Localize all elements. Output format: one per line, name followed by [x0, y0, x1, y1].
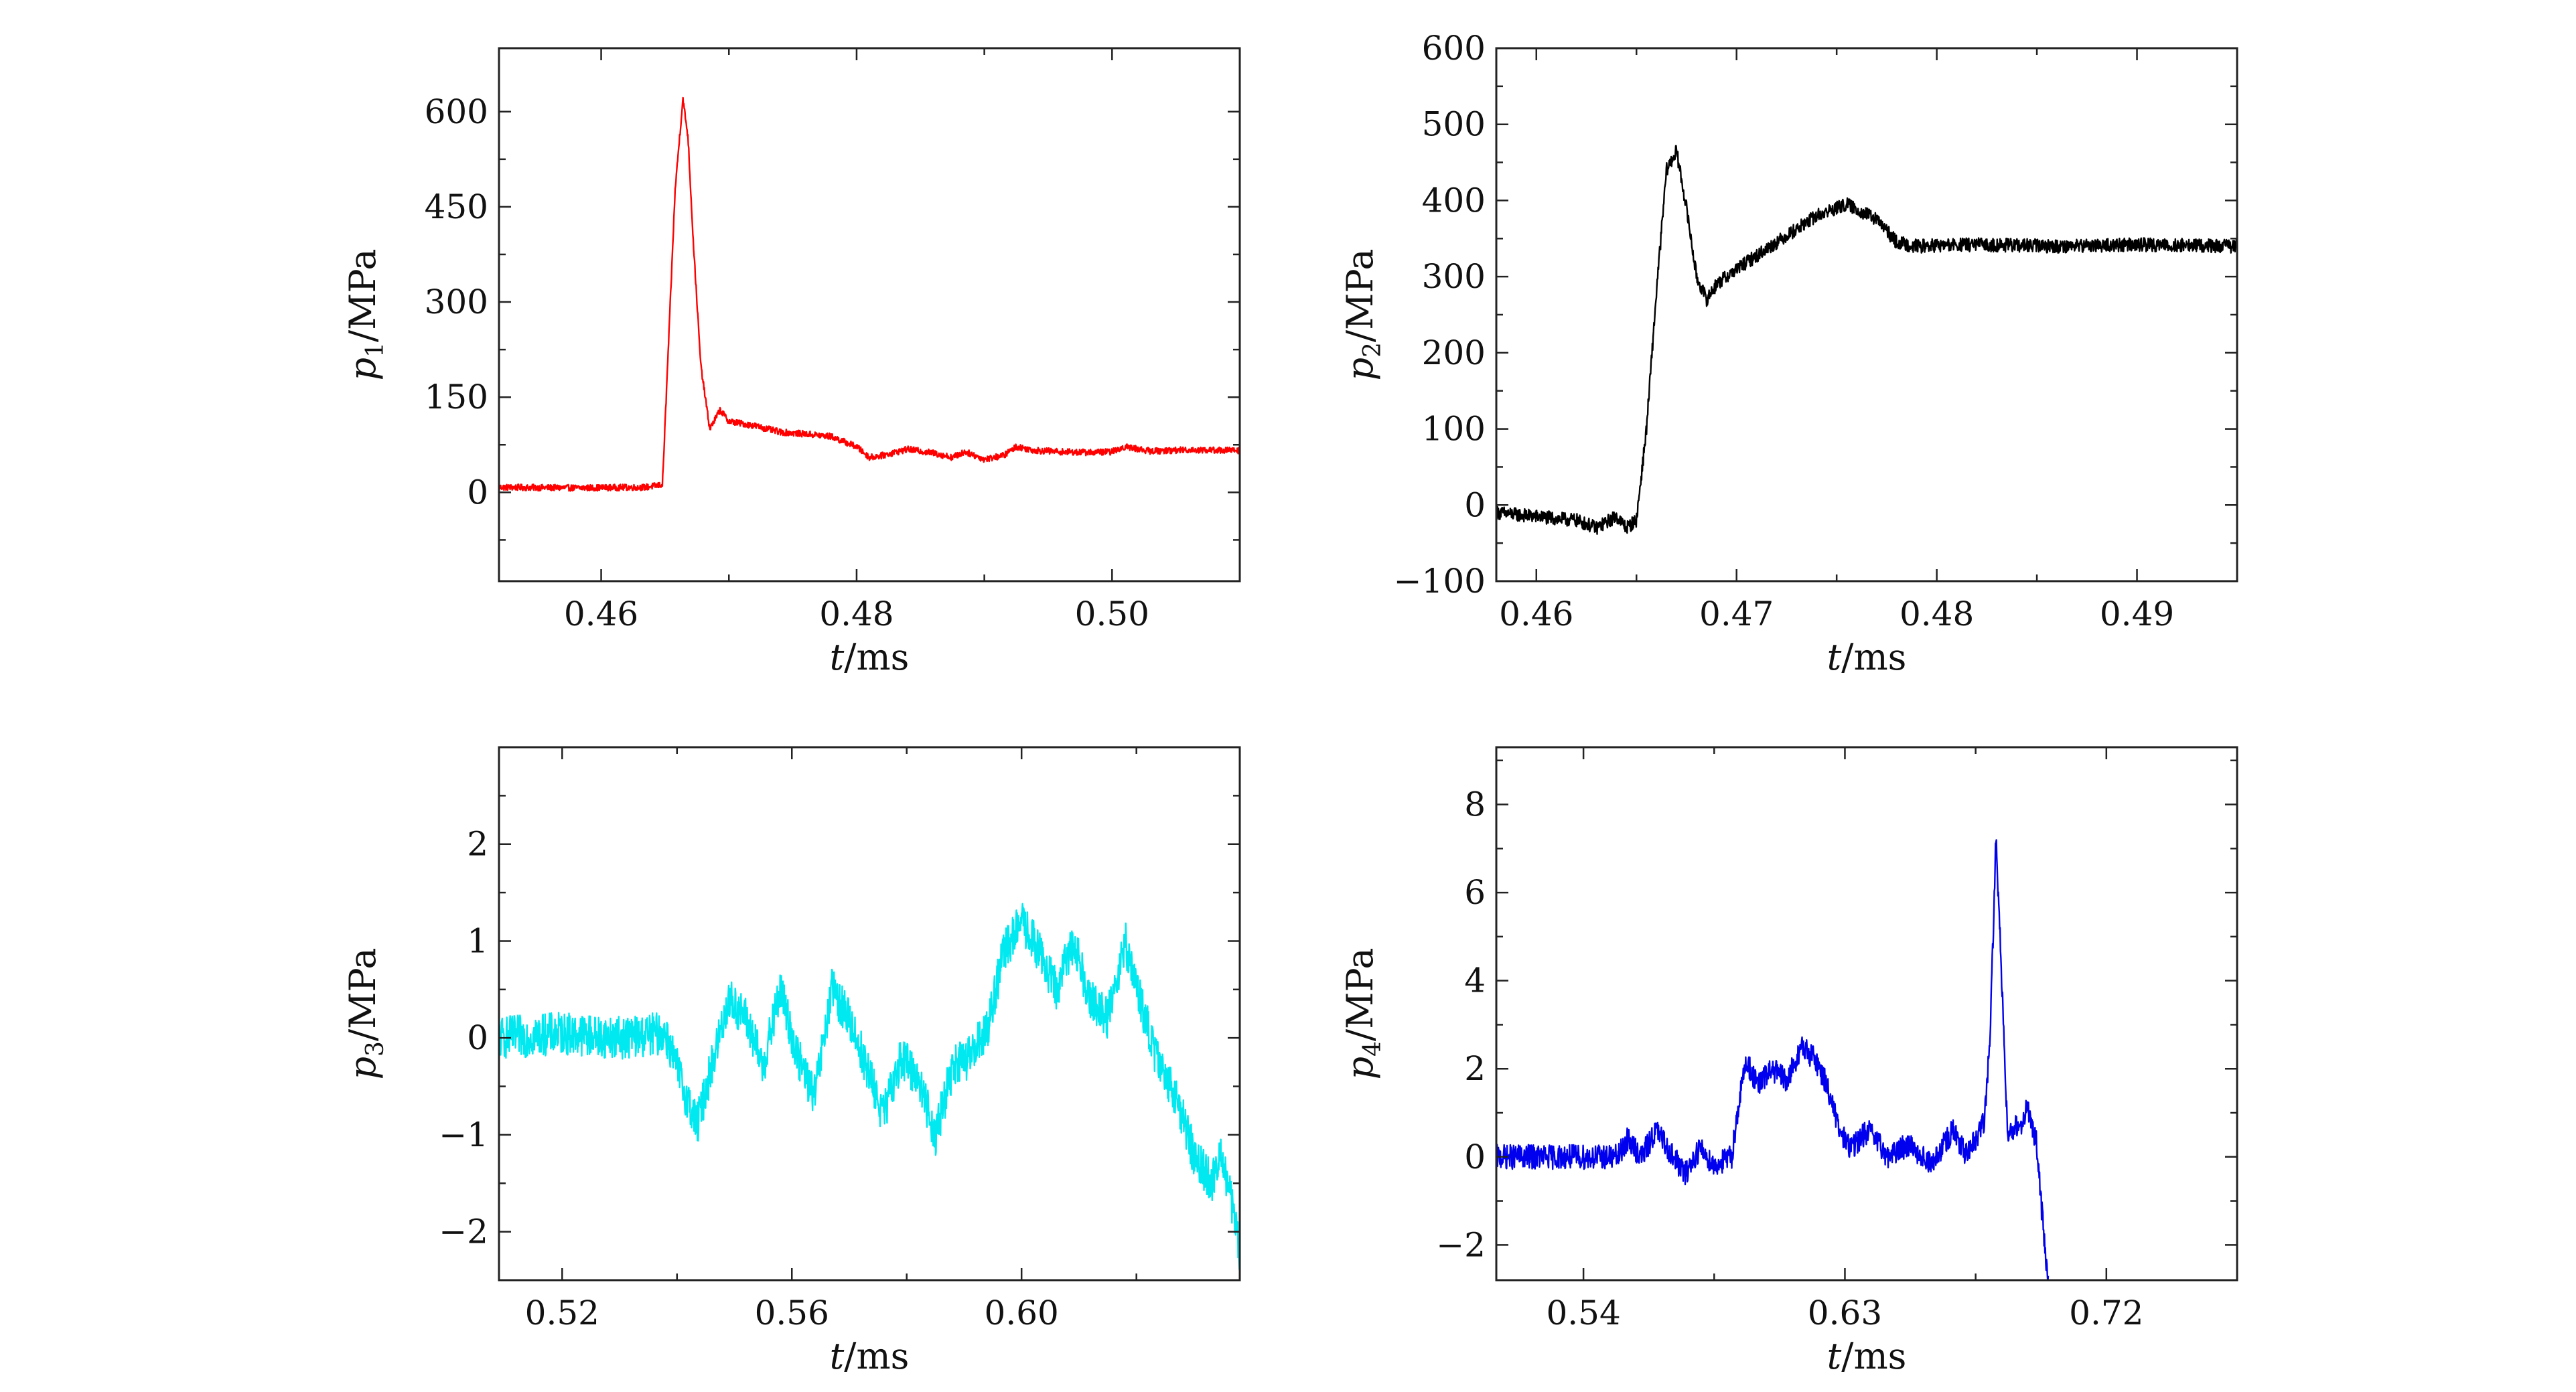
y-axis-label-var: p	[1339, 1057, 1381, 1080]
x-axis-label: t/ms	[1827, 636, 1907, 678]
panel-p2: 0.46 0.47 0.48 0.49 −100 0 100 200 300 400 500 600 t…	[1339, 29, 2238, 678]
y-tick-label: −2	[439, 1213, 488, 1251]
y-axis-label: p1/MPa	[342, 248, 389, 380]
x-axis-label-var: t	[1827, 636, 1842, 678]
y-axis-label: p3/MPa	[342, 947, 389, 1079]
y-tick-label: 200	[1422, 333, 1486, 372]
x-tick-label: 0.49	[2100, 595, 2174, 633]
plot-frame	[498, 746, 1241, 1282]
x-tick-label: 0.50	[1075, 595, 1149, 633]
y-tick-label: 300	[1422, 257, 1486, 296]
y-axis-label-var: p	[1339, 358, 1381, 381]
y-tick-label: 0	[1464, 1138, 1486, 1176]
y-tick-label: −1	[439, 1115, 488, 1154]
x-axis-label: t/ms	[1827, 1335, 1907, 1377]
x-tick-label: 0.63	[1808, 1294, 1882, 1332]
x-tick-label: 0.60	[985, 1294, 1059, 1332]
y-tick-label: −2	[1436, 1225, 1486, 1264]
y-axis-label-unit: /MPa	[342, 248, 384, 342]
x-axis-label-var: t	[830, 1335, 845, 1377]
y-axis-label-var: p	[342, 1057, 384, 1080]
y-axis-label-unit: /MPa	[1339, 248, 1381, 342]
y-axis-label: p4/MPa	[1339, 947, 1386, 1079]
x-tick-label: 0.54	[1546, 1294, 1620, 1332]
y-tick-label: 400	[1422, 181, 1486, 220]
y-axis-label-subscript: 2	[1359, 342, 1386, 358]
x-axis-label-unit: /ms	[1841, 1335, 1906, 1377]
x-tick-label: 0.52	[525, 1294, 599, 1332]
x-tick-label: 0.72	[2069, 1294, 2143, 1332]
plot-frame	[1495, 47, 2238, 583]
y-tick-label: 2	[467, 825, 488, 864]
y-axis-label-subscript: 1	[362, 342, 389, 358]
y-axis-label-subscript: 4	[1359, 1041, 1386, 1057]
x-axis-label-var: t	[830, 636, 845, 678]
x-axis-label: t/ms	[830, 1335, 910, 1377]
x-tick-label: 0.46	[564, 595, 638, 633]
y-axis-label-subscript: 3	[362, 1041, 389, 1057]
x-tick-label: 0.48	[819, 595, 893, 633]
x-tick-label: 0.47	[1699, 595, 1774, 633]
y-tick-label: 600	[425, 92, 488, 131]
y-axis-label: p2/MPa	[1339, 248, 1386, 380]
y-tick-label: 0	[467, 1018, 488, 1057]
x-axis-label-unit: /ms	[844, 636, 909, 678]
x-tick-label: 0.46	[1499, 595, 1573, 633]
y-tick-label: 300	[425, 283, 488, 321]
y-tick-label: 8	[1464, 785, 1486, 824]
data-line	[499, 96, 1240, 492]
x-axis-label-var: t	[1827, 1335, 1842, 1377]
y-tick-label: 4	[1464, 961, 1486, 1000]
data-line	[1496, 145, 2237, 535]
y-axis-label-unit: /MPa	[342, 947, 384, 1041]
y-tick-label: 2	[1464, 1049, 1486, 1088]
y-tick-label: 6	[1464, 873, 1486, 912]
y-tick-label: 0	[1464, 485, 1486, 524]
x-axis-label-unit: /ms	[1841, 636, 1906, 678]
x-axis-label-unit: /ms	[844, 1335, 909, 1377]
x-axis-label: t/ms	[830, 636, 910, 678]
x-tick-label: 0.56	[755, 1294, 829, 1332]
data-line	[499, 903, 1240, 1271]
y-tick-label: 150	[425, 378, 488, 416]
y-axis-label-var: p	[342, 358, 384, 381]
y-tick-label: −100	[1394, 562, 1486, 601]
plot-frame	[1495, 746, 2238, 1282]
y-tick-label: 1	[467, 921, 488, 960]
x-tick-label: 0.48	[1900, 595, 1974, 633]
panel-p1: 0.46 0.48 0.50 0 150 300 450 600 t/ms p1/MPa	[342, 47, 1241, 678]
y-tick-label: 600	[1422, 29, 1486, 68]
y-axis-label-unit: /MPa	[1339, 947, 1381, 1041]
y-tick-label: 100	[1422, 410, 1486, 449]
plot-frame	[498, 47, 1241, 583]
panel-p3: 0.52 0.56 0.60 −2 −1 0 1 2 t/ms p3/MPa	[342, 746, 1241, 1377]
y-tick-label: 450	[425, 187, 488, 226]
y-tick-label: 0	[467, 473, 488, 512]
data-line	[1496, 839, 2050, 1280]
y-tick-label: 500	[1422, 105, 1486, 144]
